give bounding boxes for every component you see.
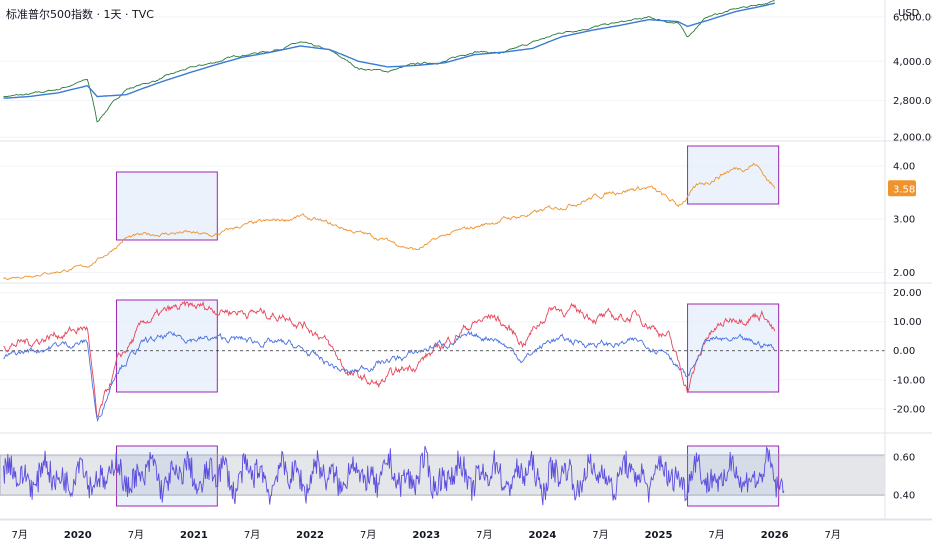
y-tick-label: 2.00 — [893, 268, 915, 279]
y-tick-label: 0.00 — [893, 346, 915, 357]
chart-title: 标准普尔500指数 · 1天 · TVC — [6, 8, 154, 21]
x-tick-label: 2026 — [761, 530, 789, 541]
y-tick-label: 20.00 — [893, 288, 922, 299]
currency-label[interactable]: USD — [898, 8, 920, 19]
x-tick-label: 2025 — [645, 530, 673, 541]
series-line-momentum-0 — [3, 300, 776, 418]
y-tick-label: 3.00 — [893, 215, 915, 226]
y-tick-label: 0.60 — [893, 452, 915, 463]
y-tick-label: -20.00 — [893, 404, 925, 415]
current-value-label: 3.58 — [893, 184, 915, 195]
x-tick-label: 2024 — [528, 530, 556, 541]
y-tick-label: 2,000.00 — [893, 133, 932, 144]
x-tick-label: 2020 — [64, 530, 92, 541]
x-tick-label: 2023 — [412, 530, 440, 541]
y-tick-label: 2,800.00 — [893, 96, 932, 107]
x-tick-label: 7月 — [592, 529, 608, 541]
y-tick-label: 4,000.00 — [893, 57, 932, 68]
series-line-momentum-1 — [3, 330, 775, 423]
series-line-price-1 — [3, 2, 775, 99]
highlight-box — [116, 171, 218, 241]
y-tick-label: 4.00 — [893, 161, 915, 172]
x-tick-label: 2021 — [180, 530, 208, 541]
x-tick-label: 7月 — [128, 529, 144, 541]
series-line-price-0 — [3, 0, 775, 123]
highlight-box — [687, 303, 780, 393]
x-tick-label: 7月 — [825, 529, 841, 541]
y-tick-label: 0.40 — [893, 491, 915, 502]
x-tick-label: 7月 — [708, 529, 724, 541]
x-tick-label: 7月 — [12, 529, 28, 541]
current-value-tag — [888, 180, 916, 197]
highlight-box — [116, 445, 218, 507]
x-tick-label: 2022 — [296, 530, 324, 541]
x-tick-label: 7月 — [360, 529, 376, 541]
x-tick-label: 7月 — [476, 529, 492, 541]
y-tick-label: -10.00 — [893, 375, 925, 386]
y-tick-label: 6,000.00 — [893, 12, 932, 23]
highlight-box — [687, 145, 780, 205]
highlight-box — [116, 299, 218, 393]
y-tick-label: 10.00 — [893, 317, 922, 328]
series-line-oscillator-0 — [3, 445, 785, 506]
series-line-ratio-0 — [3, 162, 776, 280]
x-tick-label: 7月 — [244, 529, 260, 541]
